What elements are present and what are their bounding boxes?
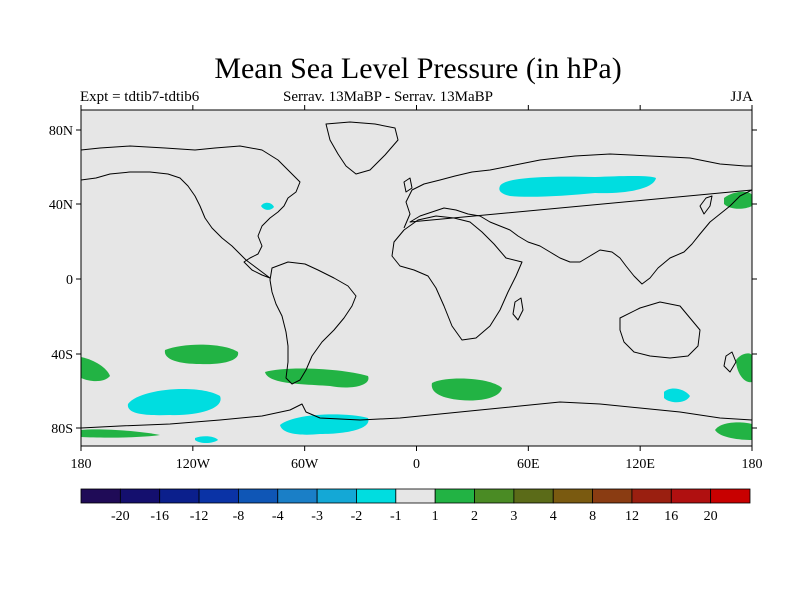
lon-tick-label: 180 bbox=[742, 457, 763, 472]
new-zealand-coastline bbox=[723, 351, 737, 373]
colorbar-label: 20 bbox=[704, 509, 718, 524]
coastlines bbox=[81, 121, 752, 429]
colorbar-label: -2 bbox=[351, 509, 363, 524]
lat-tick-label: 80S bbox=[51, 422, 73, 437]
colorbar-swatch bbox=[592, 488, 633, 504]
colorbar-swatch bbox=[434, 488, 475, 504]
positive-anomaly-region-antarctic-pacific bbox=[81, 429, 160, 438]
colorbar-swatch bbox=[710, 488, 751, 504]
colorbar-label: -3 bbox=[311, 509, 323, 524]
australia-coastline bbox=[619, 301, 701, 359]
colorbar-label: 4 bbox=[550, 509, 557, 524]
negative-anomaly-region-ross-sea bbox=[195, 436, 218, 443]
positive-anomaly-region-antarctic-east bbox=[715, 422, 752, 440]
negative-anomaly-region-east-north-america bbox=[261, 202, 274, 210]
experiment-label: Expt = tdtib7-tdtib6 bbox=[80, 89, 200, 105]
lon-tick-label: 60E bbox=[517, 457, 540, 472]
greenland-coastline bbox=[325, 121, 399, 175]
lat-tick-label: 40S bbox=[51, 348, 73, 363]
positive-anomaly-region-south-africa bbox=[431, 378, 502, 401]
colorbar-swatch bbox=[198, 488, 239, 504]
africa-coastline bbox=[391, 215, 523, 341]
colorbar-swatch bbox=[238, 488, 279, 504]
colorbar: -20 -16 -12 -8 -4 -3 -2 -1 1 2 3 4 8 12 16 20 bbox=[80, 488, 751, 524]
colorbar-swatch bbox=[670, 488, 712, 504]
colorbar-swatch bbox=[119, 488, 161, 504]
colorbar-swatch bbox=[474, 488, 515, 504]
colorbar-label: -4 bbox=[272, 509, 284, 524]
north-america-coastline bbox=[81, 145, 301, 279]
lat-tick-label: 0 bbox=[66, 273, 73, 288]
south-america-coastline bbox=[269, 261, 357, 385]
colorbar-swatch bbox=[395, 488, 436, 504]
colorbar-label: 2 bbox=[471, 509, 478, 524]
lon-tick-label: 180 bbox=[71, 457, 92, 472]
colorbar-swatch bbox=[356, 488, 397, 504]
colorbar-label: 3 bbox=[510, 509, 517, 524]
colorbar-label: 1 bbox=[432, 509, 439, 524]
colorbar-label: 8 bbox=[589, 509, 596, 524]
eurasia-coastline bbox=[403, 153, 752, 285]
lon-tick-label: 120E bbox=[625, 457, 655, 472]
positive-anomaly-region-tasman bbox=[736, 353, 752, 383]
madagascar-coastline bbox=[512, 297, 524, 321]
map-axes: 180 120W 60W 0 60E 120E 180 80N 40N 0 40S 80S bbox=[49, 105, 763, 472]
positive-anomaly-region-south-pacific bbox=[164, 344, 239, 365]
lon-tick-label: 120W bbox=[176, 457, 211, 472]
map-title: Mean Sea Level Pressure (in hPa) bbox=[214, 52, 622, 85]
anomaly-regions bbox=[81, 176, 752, 443]
colorbar-label: -1 bbox=[390, 509, 402, 524]
lat-tick-label: 40N bbox=[49, 198, 73, 213]
antarctica-coastline bbox=[81, 401, 752, 429]
negative-anomaly-region-southeast-pacific bbox=[127, 389, 221, 416]
colorbar-label: -12 bbox=[190, 509, 209, 524]
colorbar-swatch bbox=[80, 488, 121, 504]
colorbar-swatch bbox=[277, 488, 318, 504]
colorbar-label: -20 bbox=[111, 509, 130, 524]
colorbar-swatch bbox=[631, 488, 672, 504]
colorbar-label: 12 bbox=[625, 509, 639, 524]
colorbar-label: 16 bbox=[664, 509, 678, 524]
british-isles-coastline bbox=[403, 177, 413, 193]
colorbar-swatch bbox=[513, 488, 554, 504]
comparison-label: Serrav. 13MaBP - Serrav. 13MaBP bbox=[283, 89, 493, 105]
positive-anomaly-region-west-pacific-edge bbox=[81, 357, 110, 382]
negative-anomaly-region-siberia bbox=[499, 176, 656, 197]
season-label: JJA bbox=[730, 89, 753, 105]
colorbar-swatch bbox=[552, 488, 593, 504]
colorbar-swatch bbox=[159, 488, 200, 504]
lat-tick-label: 80N bbox=[49, 124, 73, 139]
negative-anomaly-region-south-indian bbox=[664, 388, 690, 403]
colorbar-label: -16 bbox=[150, 509, 169, 524]
lon-tick-label: 60W bbox=[291, 457, 319, 472]
japan-coastline bbox=[699, 195, 713, 215]
colorbar-swatch bbox=[316, 488, 357, 504]
lon-tick-label: 0 bbox=[413, 457, 420, 472]
colorbar-label: -8 bbox=[233, 509, 245, 524]
